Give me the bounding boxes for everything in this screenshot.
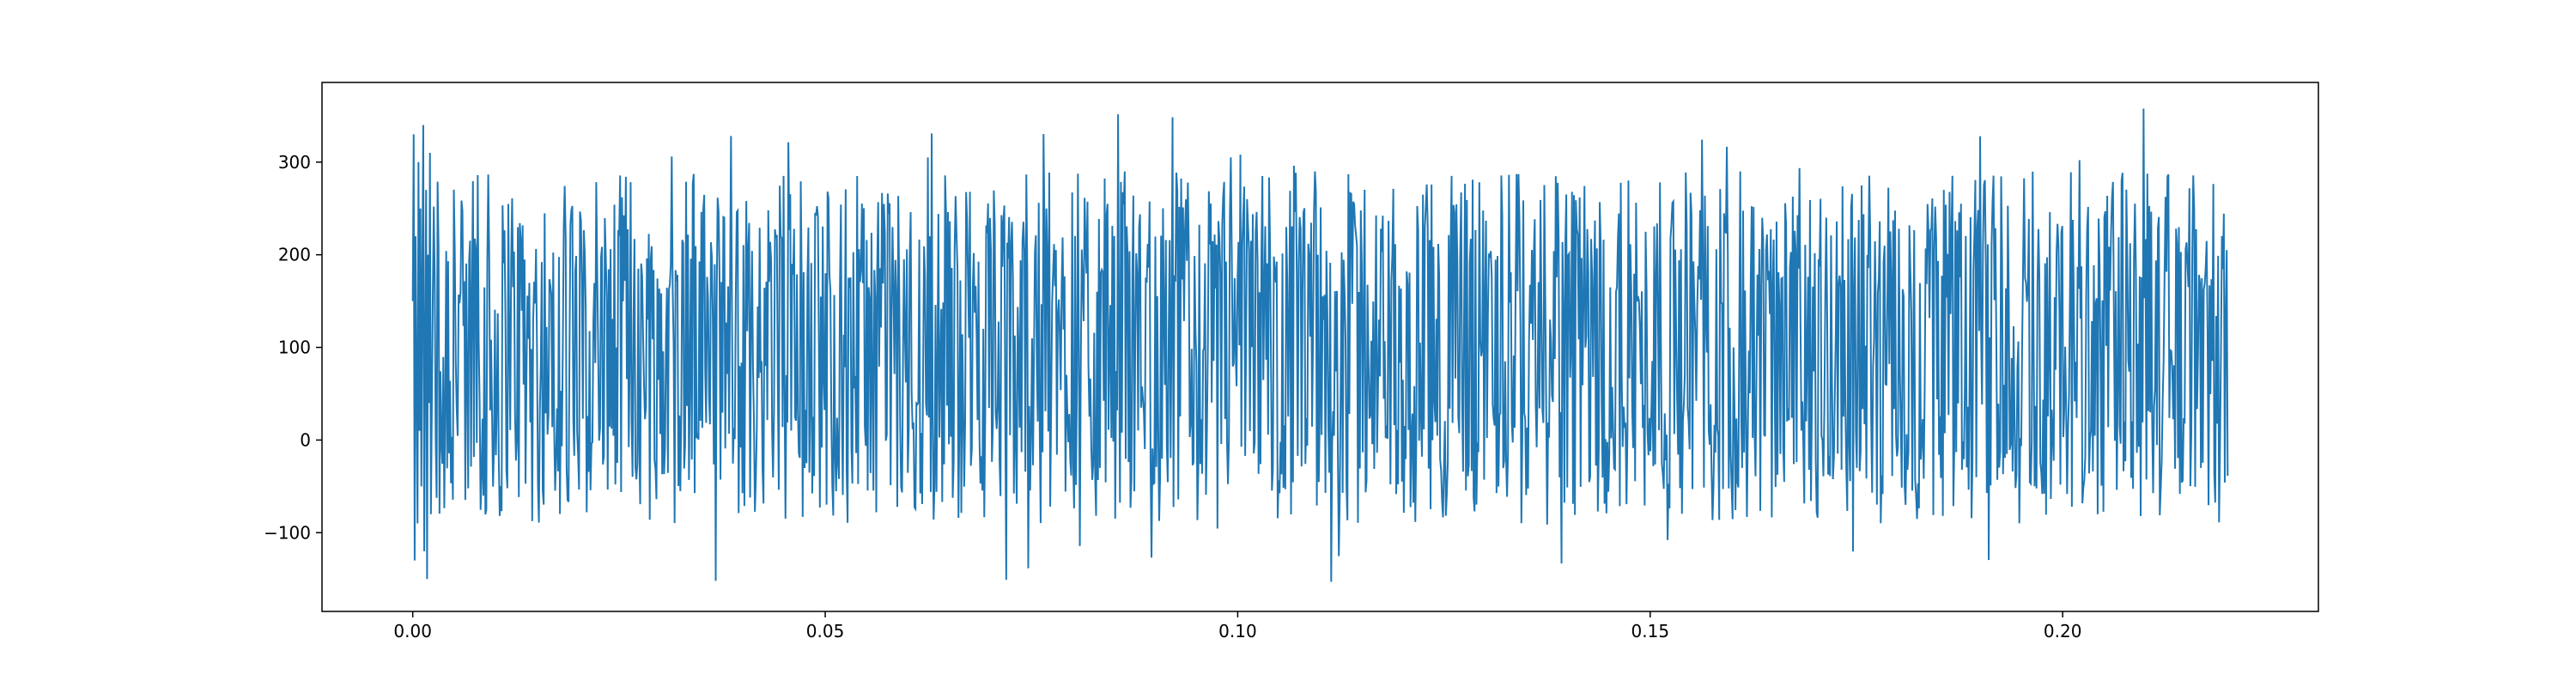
y-tick-label: 100 <box>278 337 311 358</box>
y-tick-label: −100 <box>264 522 311 543</box>
plot-area <box>411 108 2229 582</box>
x-tick-label: 0.10 <box>1218 621 1257 641</box>
x-tick-label: 0.00 <box>393 621 432 641</box>
y-axis: −100 0 100 200 300 <box>264 152 322 543</box>
y-tick-label: 0 <box>300 429 311 450</box>
series-line <box>411 108 2229 582</box>
y-tick-label: 200 <box>278 245 311 265</box>
x-axis: 0.00 0.05 0.10 0.15 0.20 <box>393 611 2081 641</box>
x-tick-label: 0.15 <box>1631 621 1670 641</box>
y-tick-label: 300 <box>278 152 311 173</box>
x-tick-label: 0.20 <box>2044 621 2082 641</box>
x-tick-label: 0.05 <box>806 621 845 641</box>
